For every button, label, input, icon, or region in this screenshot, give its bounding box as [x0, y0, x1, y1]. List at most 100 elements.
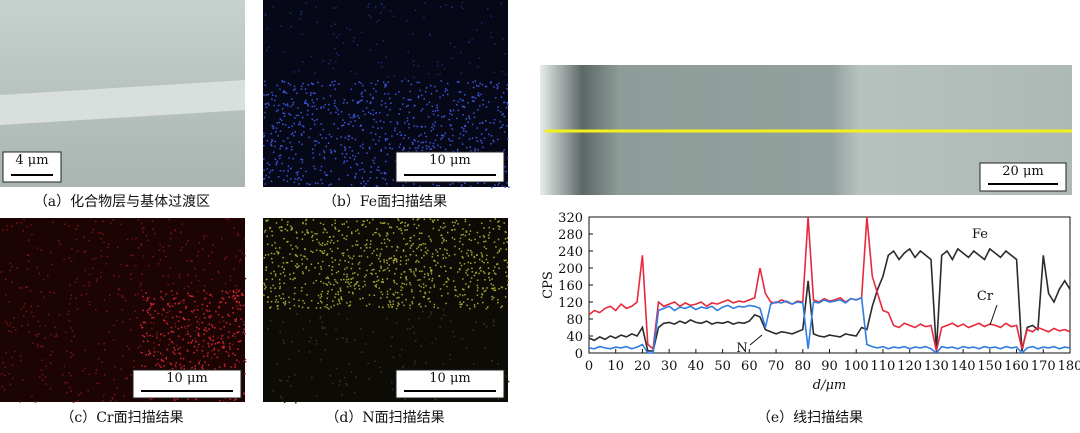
speckle [290, 98, 293, 100]
speckle [300, 254, 302, 256]
speckle [428, 101, 431, 103]
speckle [464, 182, 466, 184]
speckle [225, 291, 227, 293]
speckle [289, 253, 291, 255]
speckle [414, 104, 416, 107]
speckle [381, 293, 384, 296]
speckle [487, 7, 489, 10]
speckle [332, 300, 334, 302]
speckle [358, 261, 361, 264]
speckle [2, 361, 4, 364]
speckle [433, 259, 435, 262]
speckle [305, 267, 307, 270]
speckle [270, 300, 273, 303]
speckle [206, 292, 208, 294]
speckle [306, 294, 308, 296]
speckle [308, 340, 311, 343]
speckle [292, 103, 294, 106]
speckle [371, 262, 373, 265]
speckle [468, 115, 470, 118]
speckle [359, 145, 362, 147]
speckle [381, 177, 384, 180]
speckle [278, 295, 281, 297]
speckle [347, 281, 349, 284]
speckle [394, 258, 396, 260]
speckle [330, 112, 332, 114]
speckle [71, 330, 74, 332]
speckle [88, 239, 90, 242]
speckle [301, 159, 304, 161]
speckle [283, 237, 285, 240]
speckle [317, 81, 319, 84]
speckle [271, 261, 274, 264]
speckle [412, 250, 415, 253]
speckle [480, 222, 483, 225]
speckle [269, 226, 272, 229]
speckle [179, 353, 182, 355]
speckle [45, 376, 47, 379]
speckle [358, 232, 360, 235]
speckle [294, 253, 297, 256]
speckle [311, 99, 313, 101]
speckle [494, 184, 496, 186]
speckle [443, 314, 446, 316]
speckle [362, 147, 364, 149]
speckle [370, 132, 372, 134]
speckle [418, 81, 421, 84]
speckle [281, 81, 284, 83]
speckle [469, 280, 472, 283]
speckle [493, 71, 496, 74]
speckle [373, 250, 375, 252]
speckle [399, 143, 402, 146]
speckle [161, 313, 163, 316]
speckle [413, 271, 415, 273]
speckle [473, 256, 476, 259]
speckle [284, 124, 287, 126]
speckle [353, 36, 356, 39]
speckle [244, 255, 246, 257]
speckle [389, 288, 392, 291]
speckle [443, 265, 446, 268]
speckle [392, 300, 395, 303]
speckle [146, 309, 149, 312]
speckle [204, 327, 207, 329]
speckle [137, 346, 140, 349]
speckle [372, 233, 374, 236]
speckle [319, 249, 321, 252]
speckle [434, 110, 437, 112]
speckle [321, 260, 324, 263]
speckle [297, 123, 300, 126]
speckle [297, 350, 300, 352]
speckle [26, 254, 29, 257]
speckle [426, 252, 428, 255]
speckle [482, 146, 484, 149]
speckle [243, 323, 246, 326]
x-tick-label: 120 [897, 359, 922, 374]
speckle [314, 266, 316, 269]
speckle [303, 131, 305, 133]
speckle [178, 316, 180, 318]
speckle [155, 333, 158, 336]
speckle [417, 317, 420, 320]
speckle [68, 257, 71, 259]
speckle [482, 99, 484, 102]
speckle [488, 133, 490, 136]
speckle [441, 242, 443, 244]
speckle [387, 75, 389, 78]
speckle [316, 238, 318, 241]
speckle [229, 398, 232, 400]
speckle [202, 268, 205, 271]
speckle [400, 273, 403, 275]
speckle [85, 292, 88, 295]
speckle [348, 291, 350, 294]
speckle [223, 258, 226, 260]
speckle [331, 261, 334, 263]
speckle [412, 218, 415, 221]
speckle [142, 295, 144, 298]
speckle [286, 103, 289, 105]
speckle [290, 227, 293, 230]
speckle [462, 257, 464, 259]
speckle [238, 325, 241, 328]
speckle [446, 277, 449, 279]
